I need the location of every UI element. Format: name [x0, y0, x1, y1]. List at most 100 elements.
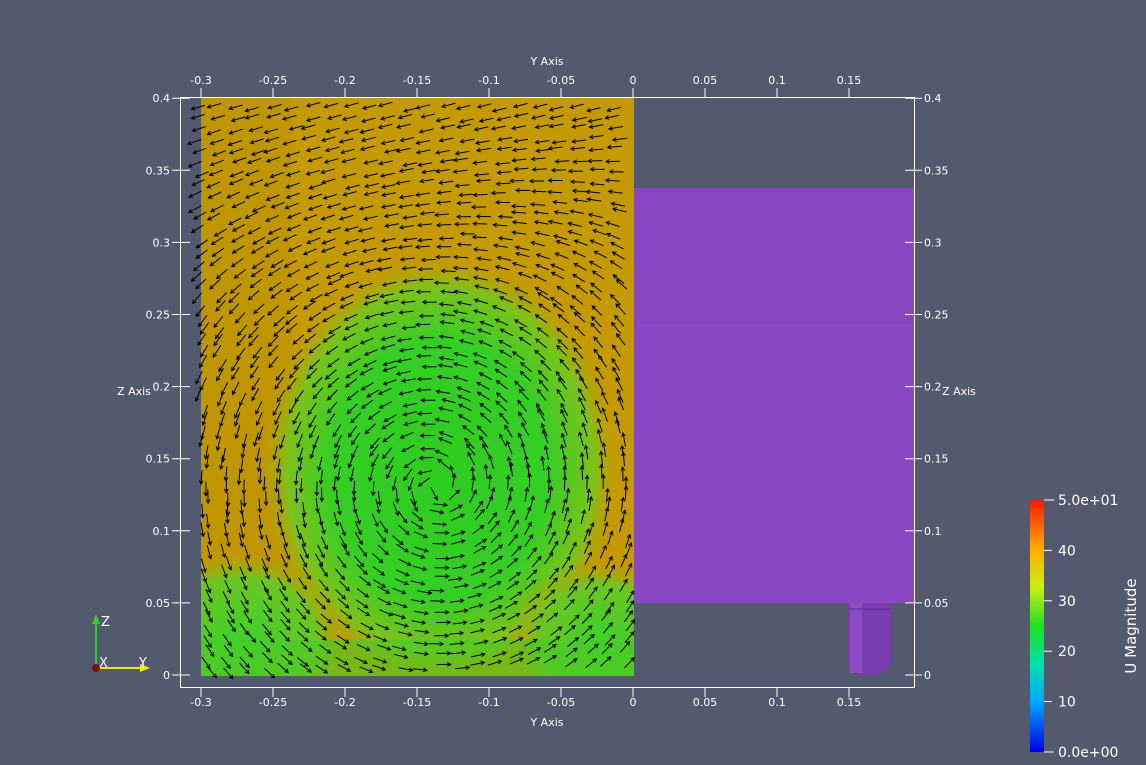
velocity-glyph-head [601, 407, 606, 413]
velocity-glyph-head [216, 298, 221, 304]
velocity-glyph-head [452, 265, 458, 271]
velocity-glyph-head [377, 124, 383, 130]
velocity-glyph-head [206, 131, 212, 136]
velocity-glyph-head [228, 652, 234, 658]
velocity-glyph-head [248, 181, 254, 186]
velocity-glyph [453, 363, 468, 368]
velocity-glyph-head [381, 424, 387, 430]
velocity-glyph-head [324, 375, 330, 380]
velocity-glyph-head [398, 168, 404, 173]
velocity-glyph [221, 564, 227, 578]
velocity-glyph-head [323, 159, 329, 164]
scalar-bar-label: 10 [1058, 695, 1076, 711]
velocity-glyph-head [380, 140, 386, 146]
velocity-glyph-head [588, 124, 594, 129]
velocity-glyph [288, 244, 302, 252]
velocity-glyph [263, 667, 275, 679]
velocity-glyph [521, 443, 527, 457]
velocity-glyph [286, 182, 300, 189]
velocity-glyph [474, 267, 489, 272]
velocity-glyph-head [383, 300, 389, 305]
velocity-glyph-head [267, 342, 273, 348]
velocity-glyph-head [344, 262, 350, 268]
velocity-glyph [263, 610, 273, 622]
velocity-glyph [347, 390, 359, 401]
velocity-glyph [283, 160, 298, 167]
velocity-glyph [266, 194, 280, 201]
orientation-axes-widget[interactable]: Z X Y [92, 614, 150, 672]
velocity-glyph-head [349, 477, 354, 483]
velocity-glyph-head [323, 104, 329, 109]
velocity-glyph-head [494, 318, 500, 323]
velocity-glyph-head [588, 260, 594, 266]
velocity-glyph-head [360, 238, 366, 243]
velocity-glyph [415, 203, 430, 207]
z-tick-label-right: 0.35 [924, 164, 949, 177]
velocity-glyph-head [363, 659, 368, 664]
velocity-glyph-head [581, 509, 587, 515]
velocity-glyph [508, 572, 521, 582]
velocity-glyph [216, 425, 221, 439]
velocity-glyph-head [497, 605, 503, 610]
velocity-glyph [513, 102, 528, 108]
velocity-glyph-head [187, 163, 193, 168]
velocity-glyph [303, 300, 316, 310]
velocity-glyph-head [595, 366, 600, 372]
velocity-glyph-head [318, 479, 324, 485]
velocity-glyph [248, 226, 262, 235]
velocity-glyph-head [479, 435, 484, 441]
velocity-glyph-head [363, 351, 369, 356]
velocity-glyph [400, 137, 415, 142]
velocity-glyph [544, 523, 552, 537]
velocity-glyph [579, 432, 584, 446]
velocity-glyph-head [529, 202, 535, 207]
velocity-glyph [312, 376, 323, 388]
velocity-glyph [376, 530, 386, 543]
velocity-glyph-head [347, 361, 353, 366]
velocity-glyph-head [402, 108, 409, 113]
velocity-glyph [360, 337, 374, 344]
velocity-glyph [213, 315, 224, 328]
velocity-glyph [457, 243, 472, 246]
velocity-glyph-head [562, 454, 568, 460]
velocity-glyph-head [532, 274, 538, 279]
velocity-glyph-head [253, 441, 258, 447]
velocity-glyph [537, 389, 547, 401]
velocity-glyph-head [366, 581, 372, 586]
velocity-glyph [275, 368, 286, 381]
velocity-glyph [377, 597, 391, 605]
velocity-glyph-head [273, 332, 279, 337]
velocity-glyph-head [233, 274, 239, 279]
velocity-glyph [337, 598, 350, 609]
velocity-glyph [548, 531, 556, 545]
velocity-glyph [212, 150, 227, 156]
z-tick-label-right: 0 [924, 669, 931, 682]
velocity-glyph [514, 380, 526, 392]
velocity-glyph [470, 619, 484, 625]
velocity-glyph [251, 387, 260, 401]
velocity-glyph-head [368, 477, 373, 483]
velocity-glyph-head [363, 191, 369, 197]
velocity-glyph [508, 487, 513, 502]
velocity-glyph [560, 409, 568, 423]
velocity-glyph [342, 249, 357, 256]
velocity-glyph-head [264, 253, 270, 258]
velocity-glyph [439, 335, 454, 339]
velocity-glyph [292, 411, 301, 425]
velocity-glyph-head [501, 612, 507, 618]
velocity-glyph-head [338, 139, 344, 144]
velocity-glyph-head [456, 124, 462, 129]
velocity-glyph-head [474, 140, 480, 146]
velocity-glyph-head [234, 434, 240, 440]
velocity-glyph-head [212, 352, 217, 358]
velocity-glyph [214, 228, 227, 237]
velocity-glyph-head [270, 673, 276, 679]
velocity-glyph-head [342, 336, 348, 341]
velocity-glyph-head [306, 117, 312, 123]
velocity-glyph [296, 525, 301, 539]
velocity-glyph-head [415, 149, 421, 155]
velocity-glyph [365, 183, 379, 188]
velocity-glyph-head [341, 563, 347, 569]
